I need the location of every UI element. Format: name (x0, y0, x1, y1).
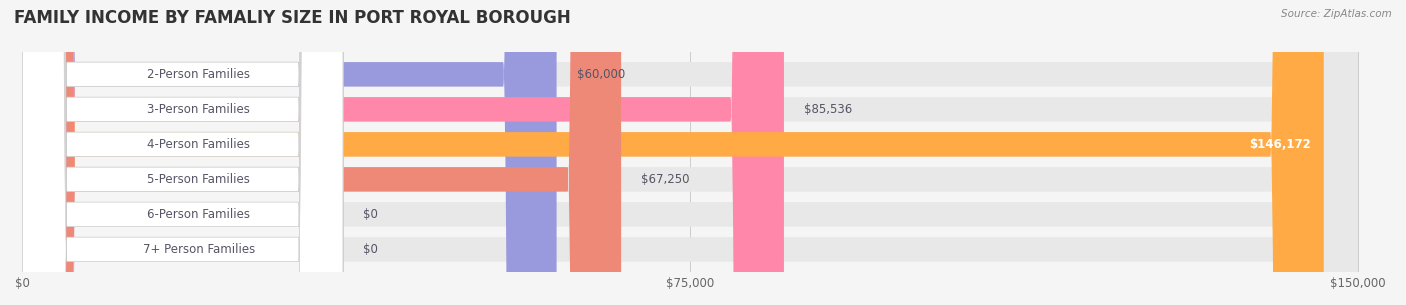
FancyBboxPatch shape (22, 0, 343, 305)
Text: 2-Person Families: 2-Person Families (148, 68, 250, 81)
Text: Source: ZipAtlas.com: Source: ZipAtlas.com (1281, 9, 1392, 19)
FancyBboxPatch shape (22, 0, 1358, 305)
FancyBboxPatch shape (22, 0, 1358, 305)
Text: $60,000: $60,000 (576, 68, 624, 81)
FancyBboxPatch shape (22, 0, 557, 305)
FancyBboxPatch shape (22, 0, 1358, 305)
FancyBboxPatch shape (22, 0, 343, 305)
Text: $0: $0 (363, 243, 378, 256)
Text: 5-Person Families: 5-Person Families (148, 173, 250, 186)
Text: $67,250: $67,250 (641, 173, 690, 186)
Text: 4-Person Families: 4-Person Families (148, 138, 250, 151)
Text: $0: $0 (363, 208, 378, 221)
FancyBboxPatch shape (22, 0, 343, 305)
FancyBboxPatch shape (22, 0, 785, 305)
Text: 3-Person Families: 3-Person Families (148, 103, 250, 116)
FancyBboxPatch shape (22, 0, 1358, 305)
FancyBboxPatch shape (22, 0, 621, 305)
Text: 7+ Person Families: 7+ Person Families (142, 243, 254, 256)
Text: $85,536: $85,536 (804, 103, 852, 116)
FancyBboxPatch shape (22, 0, 343, 305)
FancyBboxPatch shape (22, 0, 343, 305)
Text: $146,172: $146,172 (1249, 138, 1310, 151)
FancyBboxPatch shape (22, 0, 343, 305)
Text: FAMILY INCOME BY FAMALIY SIZE IN PORT ROYAL BOROUGH: FAMILY INCOME BY FAMALIY SIZE IN PORT RO… (14, 9, 571, 27)
FancyBboxPatch shape (22, 0, 1358, 305)
FancyBboxPatch shape (22, 0, 1324, 305)
FancyBboxPatch shape (22, 0, 1358, 305)
Text: 6-Person Families: 6-Person Families (148, 208, 250, 221)
